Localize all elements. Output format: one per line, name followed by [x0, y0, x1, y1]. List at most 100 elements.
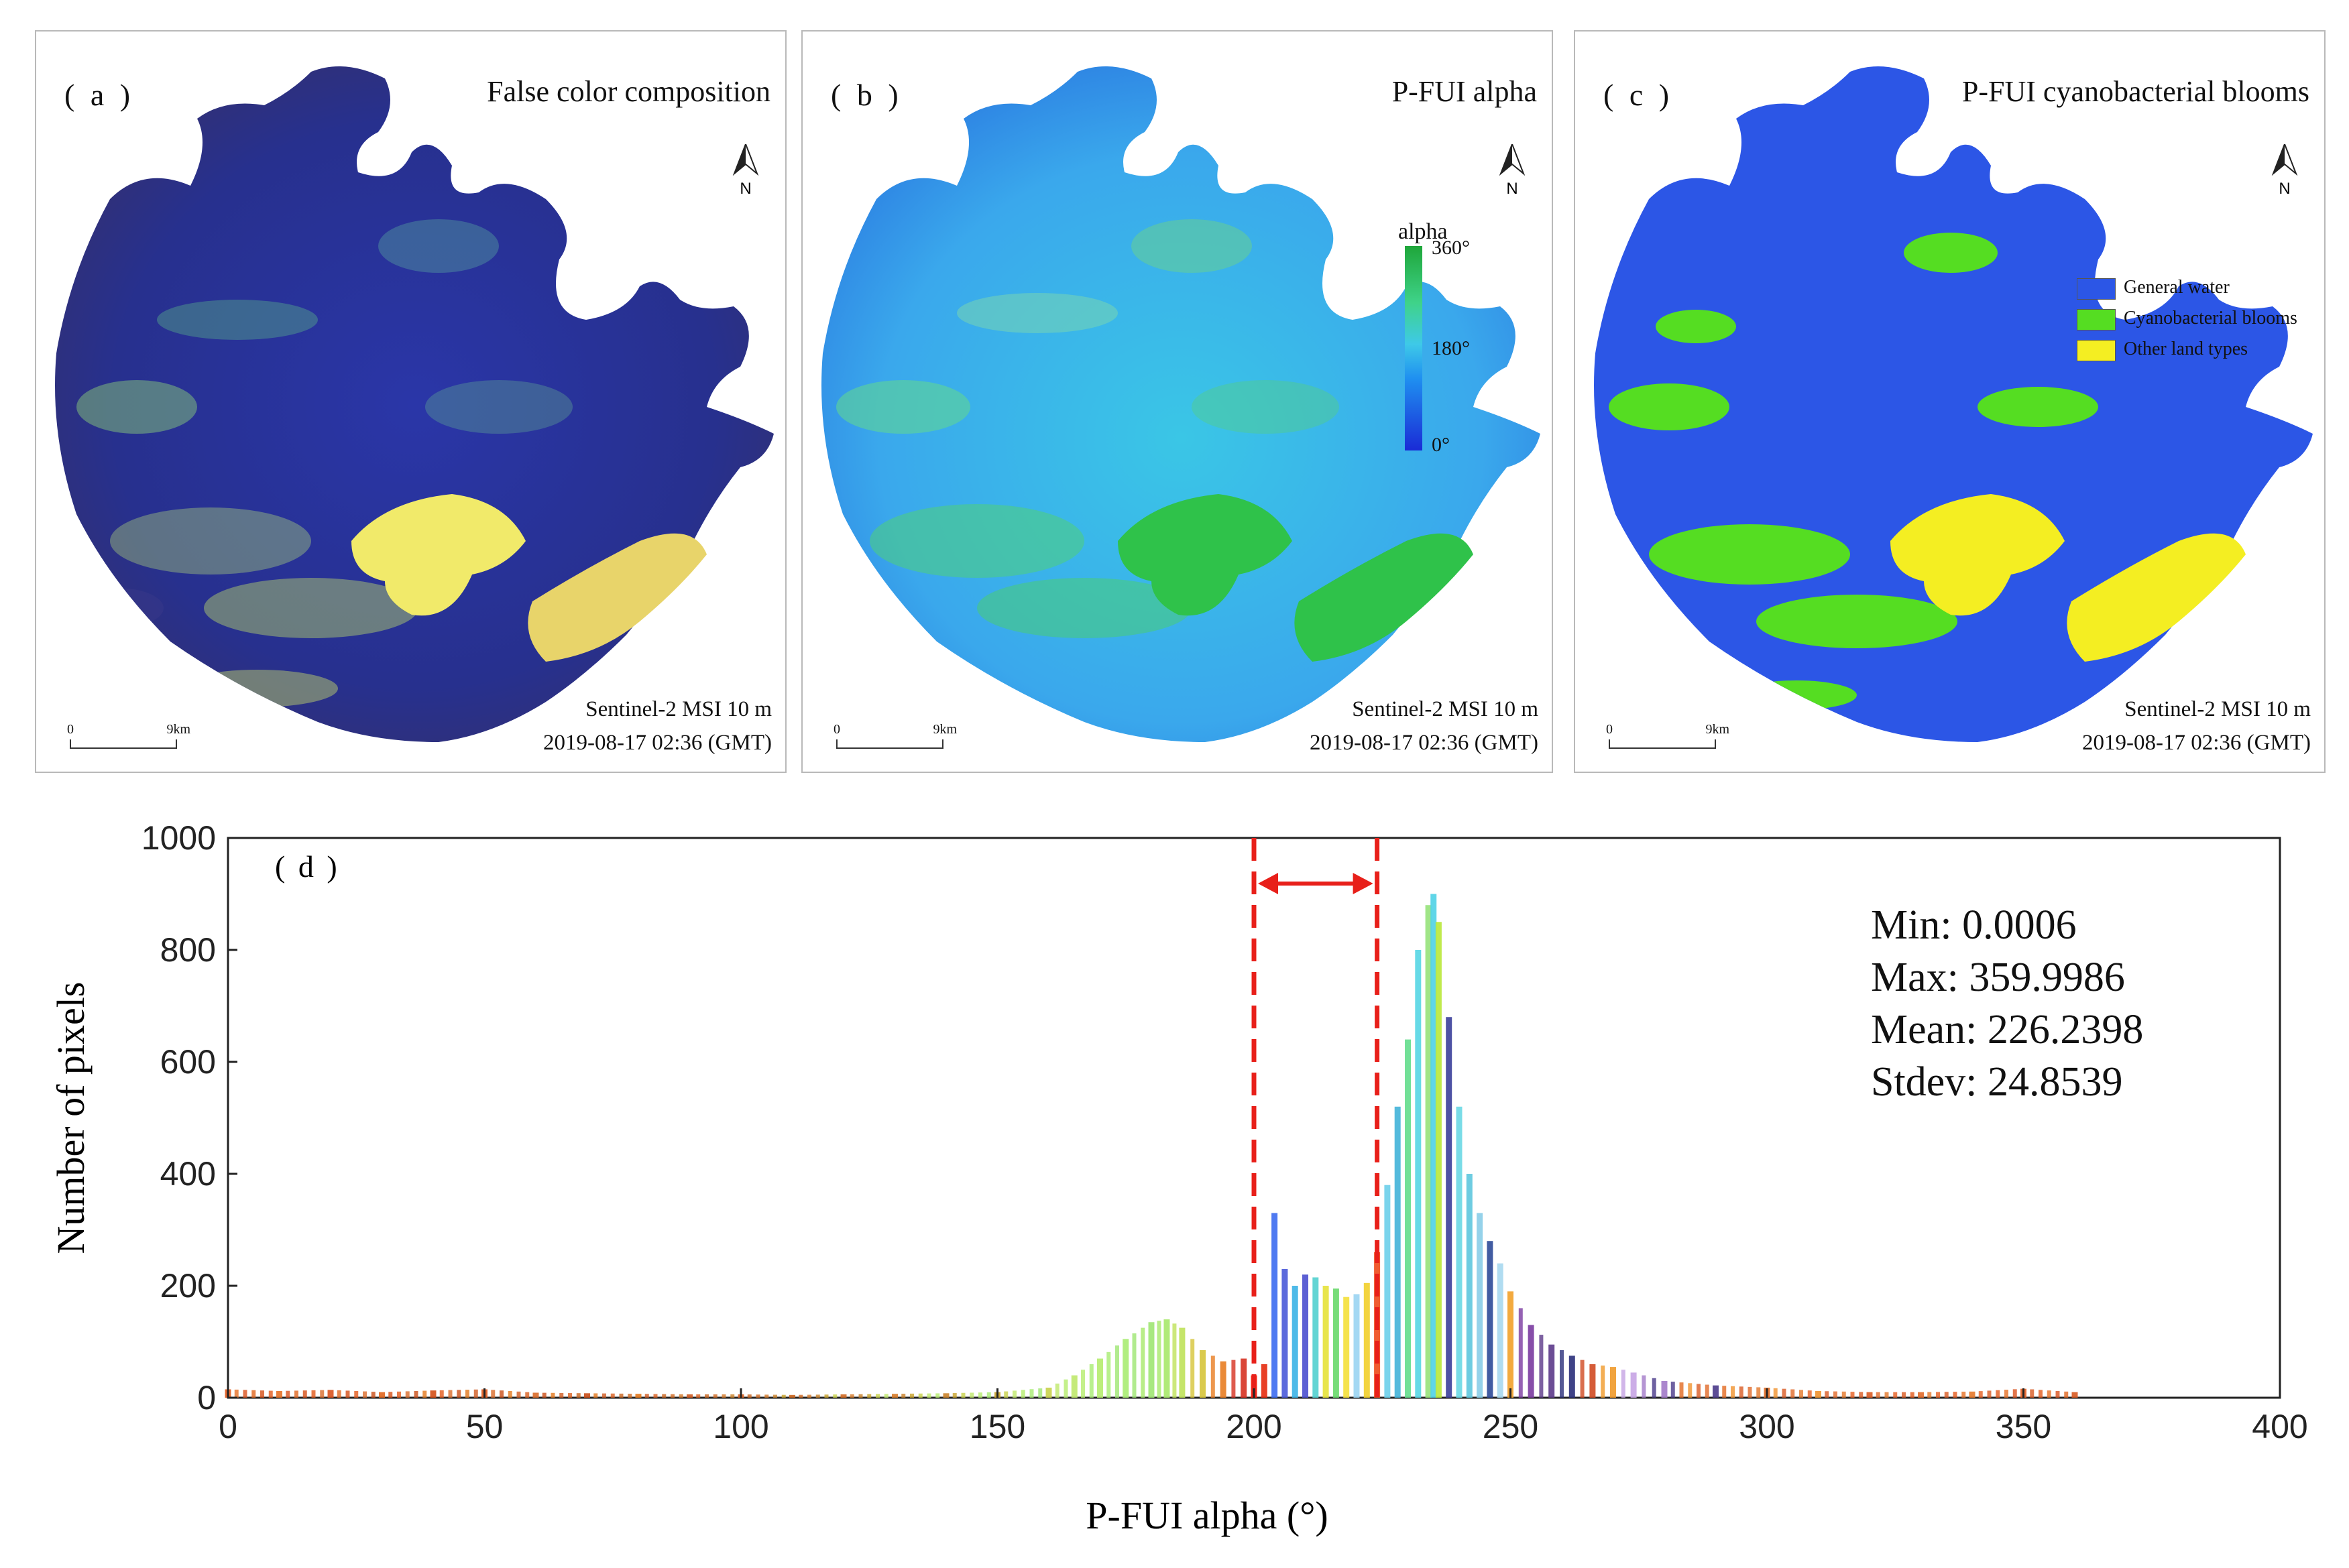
- histogram-bar: [1071, 1375, 1078, 1398]
- histogram-bar: [1705, 1384, 1709, 1398]
- alpha-histogram-chart: 0 50 100 150 200 250 300 350 400 0 200 400 600 800 10…: [49, 819, 2308, 1537]
- stats-box: Min: 0.0006 Max: 359.9986 Mean: 226.2398 St…: [1871, 902, 2143, 1105]
- histogram-bar: [1589, 1364, 1596, 1398]
- histogram-bar: [1271, 1213, 1278, 1398]
- histogram-bar: [1902, 1392, 1906, 1398]
- histogram-bar: [1739, 1386, 1743, 1398]
- histogram-bar: [1978, 1391, 1983, 1398]
- panel-label: ( b ): [831, 78, 903, 112]
- histogram-bar: [1363, 1282, 1370, 1398]
- histogram-bar: [1038, 1388, 1043, 1398]
- histogram-bar: [2030, 1389, 2035, 1398]
- histogram-bar: [234, 1389, 239, 1398]
- histogram-bar: [1446, 1017, 1452, 1398]
- histogram-bar: [713, 1394, 718, 1398]
- histogram-bar: [1953, 1392, 1957, 1398]
- histogram-bar: [773, 1394, 777, 1398]
- histogram-bar: [1148, 1322, 1155, 1398]
- legend-swatch: [2077, 278, 2116, 300]
- x-tick-label: 250: [1483, 1408, 1538, 1445]
- histogram-bar: [1466, 1174, 1473, 1398]
- histogram-bar: [1918, 1392, 1924, 1398]
- histogram-bar: [1004, 1391, 1009, 1398]
- histogram-bar: [1790, 1389, 1795, 1398]
- panel-title: False color composition: [487, 75, 770, 108]
- histogram-bar: [1045, 1387, 1052, 1398]
- histogram-bar: [1661, 1380, 1668, 1398]
- scale-start: 0: [67, 722, 74, 737]
- histogram-bar: [1415, 950, 1422, 1398]
- datetime-text: 2019-08-17 02:36 (GMT): [2082, 731, 2311, 755]
- sensor-text: Sentinel-2 MSI 10 m: [585, 697, 772, 721]
- histogram-bar: [1987, 1390, 1992, 1398]
- histogram-bar: [1893, 1392, 1898, 1398]
- histogram-bar: [1859, 1392, 1864, 1398]
- legend-label: Other land types: [2124, 339, 2248, 359]
- histogram-bar: [1343, 1296, 1350, 1398]
- histogram-bar: [722, 1394, 726, 1398]
- histogram-bar: [1013, 1390, 1017, 1398]
- stats-line: Max: 359.9986: [1871, 955, 2125, 1000]
- sensor-text: Sentinel-2 MSI 10 m: [1352, 697, 1538, 721]
- histogram-bar: [465, 1390, 469, 1398]
- legend-swatch: [2077, 340, 2116, 361]
- histogram-bar: [1825, 1391, 1829, 1398]
- histogram-bar: [807, 1394, 811, 1398]
- histogram-bar: [1773, 1388, 1778, 1398]
- histogram-bar: [1497, 1263, 1503, 1398]
- scale-start: 0: [834, 722, 840, 737]
- histogram-bar: [876, 1394, 880, 1398]
- histogram-bar: [532, 1392, 539, 1398]
- histogram-bar: [276, 1390, 282, 1398]
- histogram-bar: [2055, 1390, 2060, 1398]
- histogram-bar: [610, 1393, 615, 1398]
- x-tick-label: 150: [970, 1408, 1025, 1445]
- histogram-bar: [525, 1392, 530, 1398]
- histogram-bar: [619, 1393, 624, 1398]
- histogram-bar: [602, 1393, 606, 1398]
- histogram-bar: [1601, 1365, 1605, 1398]
- histogram-bar: [1528, 1325, 1534, 1398]
- histogram-bar: [628, 1394, 632, 1398]
- histogram-bar: [1064, 1379, 1068, 1398]
- histogram-bar: [1132, 1333, 1137, 1398]
- histogram-bar: [1322, 1286, 1329, 1398]
- bloom-classification-map-image: [1594, 66, 2313, 742]
- x-tick-label: 350: [1996, 1408, 2051, 1445]
- histogram-bar: [1642, 1375, 1646, 1398]
- histogram-bar: [354, 1390, 359, 1398]
- histogram-bar: [901, 1394, 906, 1398]
- legend-swatch: [2077, 309, 2116, 330]
- histogram-bar: [1876, 1392, 1880, 1398]
- colorbar-min: 0°: [1432, 434, 1450, 456]
- x-axis-ticks: 0 50 100 150 200 250 300 350 400: [219, 1388, 2308, 1445]
- y-tick-label: 0: [197, 1379, 216, 1416]
- histogram-bar: [833, 1394, 838, 1398]
- histogram-bar: [1241, 1358, 1247, 1398]
- histogram-bar: [491, 1390, 496, 1398]
- datetime-text: 2019-08-17 02:36 (GMT): [1310, 731, 1538, 755]
- histogram-bar: [1507, 1291, 1513, 1398]
- histogram-bar: [1560, 1350, 1564, 1398]
- histogram-bar: [1425, 905, 1432, 1398]
- histogram-bar: [781, 1394, 786, 1398]
- sensor-text: Sentinel-2 MSI 10 m: [2124, 697, 2311, 721]
- panel-b-alpha: ( b ) P-FUI alpha N alpha 360° 180° 0° 0…: [801, 30, 1553, 773]
- scale-bar: 0 9km: [1606, 722, 1729, 753]
- histogram-bar: [1961, 1391, 1966, 1398]
- histogram-bar: [815, 1394, 820, 1398]
- threshold-lines: [1251, 838, 1380, 1398]
- y-tick-label: 400: [160, 1155, 216, 1193]
- y-tick-label: 600: [160, 1043, 216, 1081]
- stats-line: Min: 0.0006: [1871, 902, 2077, 948]
- histogram-bar: [1281, 1268, 1288, 1398]
- histogram-bar: [448, 1390, 453, 1398]
- histogram-bar: [1141, 1327, 1145, 1398]
- histogram-bar: [1312, 1277, 1319, 1398]
- histogram-bar: [371, 1392, 376, 1398]
- histogram-bar: [1430, 894, 1437, 1398]
- histogram-bar: [1332, 1288, 1339, 1398]
- datetime-text: 2019-08-17 02:36 (GMT): [543, 731, 772, 755]
- colorbar: [1405, 246, 1422, 450]
- histogram-bar: [500, 1390, 504, 1398]
